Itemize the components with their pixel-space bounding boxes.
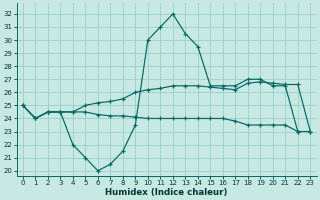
X-axis label: Humidex (Indice chaleur): Humidex (Indice chaleur) xyxy=(105,188,228,197)
